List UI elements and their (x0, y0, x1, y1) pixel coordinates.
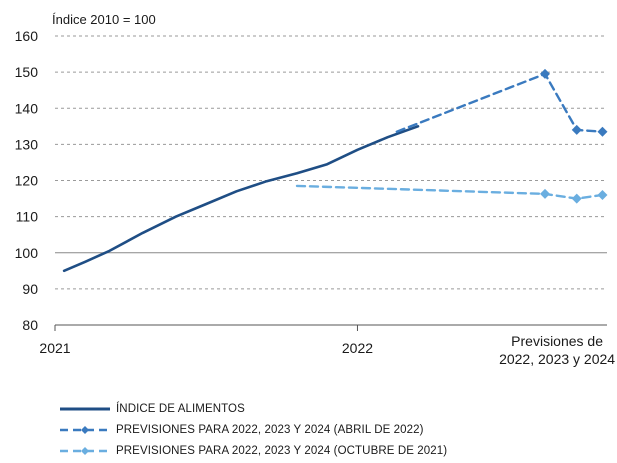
series-marker-2 (597, 189, 608, 200)
series-marker-1 (539, 68, 550, 79)
series-line-2 (295, 184, 604, 200)
legend-item-food-index: ÍNDICE DE ALIMENTOS (60, 398, 447, 419)
x-axis: 2021 2022 Previsiones de 2022, 2023 y 2024 (39, 324, 615, 367)
y-tick-label: 140 (15, 100, 39, 116)
series-marker-1 (597, 126, 608, 137)
series-line-0 (62, 125, 420, 273)
legend: ÍNDICE DE ALIMENTOS PREVISIONES PARA 202… (60, 398, 447, 461)
legend-swatch-solid (60, 407, 110, 410)
x-tick-label: 2021 (39, 340, 70, 356)
legend-item-october-forecast: PREVISIONES PARA 2022, 2023 Y 2024 (OCTU… (60, 440, 447, 461)
series-line-1 (395, 72, 604, 133)
y-tick-label: 120 (15, 173, 39, 189)
series-lines (62, 68, 608, 273)
y-tick-labels: 80 90 100 110 120 130 140 150 160 (15, 28, 39, 333)
series-marker-2 (571, 193, 582, 204)
y-tick-label: 80 (22, 317, 38, 333)
y-tick-label: 90 (22, 281, 38, 297)
y-tick-label: 110 (16, 209, 39, 225)
gridlines (55, 35, 607, 290)
legend-swatch-april (60, 425, 110, 434)
legend-swatch-october (60, 446, 110, 455)
forecast-axis-label: 2022, 2023 y 2024 (499, 351, 615, 367)
y-tick-label: 130 (15, 136, 39, 152)
series-marker-2 (539, 188, 550, 199)
y-tick-label: 160 (15, 28, 39, 44)
legend-label-april-forecast: PREVISIONES PARA 2022, 2023 Y 2024 (ABRI… (116, 423, 424, 436)
forecast-axis-label: Previsiones de (511, 333, 603, 349)
y-tick-label: 100 (15, 245, 39, 261)
legend-item-april-forecast: PREVISIONES PARA 2022, 2023 Y 2024 (ABRI… (60, 419, 447, 440)
y-unit-label: Índice 2010 = 100 (52, 12, 156, 27)
series-marker-1 (571, 124, 582, 135)
legend-label-october-forecast: PREVISIONES PARA 2022, 2023 Y 2024 (OCTU… (116, 444, 448, 457)
legend-label-food-index: ÍNDICE DE ALIMENTOS (116, 402, 245, 415)
y-tick-label: 150 (15, 64, 39, 80)
x-tick-label: 2022 (342, 340, 373, 356)
line-chart: Índice 2010 = 100 80 90 100 110 120 130 140 150… (15, 12, 616, 367)
